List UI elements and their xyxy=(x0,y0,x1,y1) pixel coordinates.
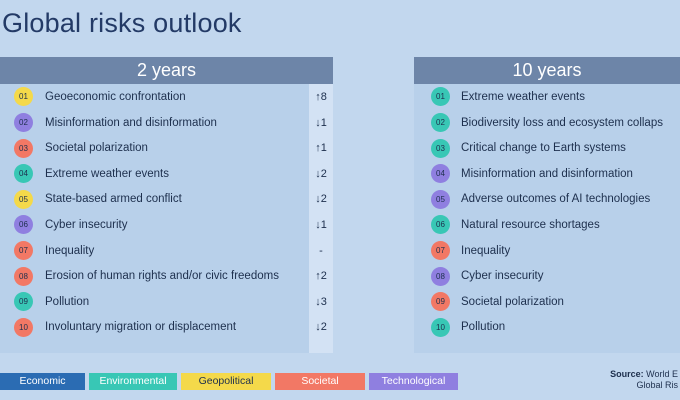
risk-row: 08 Erosion of human rights and/or civic f… xyxy=(0,263,333,289)
rank-badge: 07 xyxy=(431,241,450,261)
risk-label: Biodiversity loss and ecosystem collaps xyxy=(461,116,663,129)
risk-label: Inequality xyxy=(45,244,95,257)
risk-row: 06 Natural resource shortages xyxy=(414,212,680,238)
risk-label: Natural resource shortages xyxy=(461,218,600,231)
risk-row: 05 Adverse outcomes of AI technologies xyxy=(414,187,680,213)
legend-item: Economic xyxy=(0,373,85,390)
legend-item: Geopolitical xyxy=(181,373,271,390)
rank-change: ↑1 xyxy=(315,142,327,155)
ten-year-panel: 10 years 01 Extreme weather events 02 Biodi… xyxy=(414,57,680,353)
rank-change: - xyxy=(319,244,323,257)
risk-row: 08 Cyber insecurity xyxy=(414,263,680,289)
risk-row: 02 Biodiversity loss and ecosystem collap… xyxy=(414,110,680,136)
risk-row: 05 State-based armed conflict xyxy=(0,187,333,213)
page-title: Global risks outlook xyxy=(2,8,242,38)
risk-row: 10 Involuntary migration or displacement xyxy=(0,315,333,341)
risk-label: Cyber insecurity xyxy=(45,218,128,231)
risk-label: Extreme weather events xyxy=(45,167,170,180)
rank-badge: 03 xyxy=(431,138,450,158)
legend-item: Environmental xyxy=(89,373,177,390)
risk-row: 01 Extreme weather events xyxy=(414,84,680,110)
risk-row: 07 Inequality xyxy=(0,238,333,264)
risk-label: Pollution xyxy=(461,321,506,334)
two-year-panel: 2 years 01 Geoeconomic confrontation 02 Mis… xyxy=(0,57,333,353)
rank-badge: 09 xyxy=(14,292,33,312)
rank-badge: 06 xyxy=(14,215,33,235)
risk-label: Erosion of human rights and/or civic fre… xyxy=(45,270,279,283)
rank-badge: 04 xyxy=(14,164,33,184)
legend-item: Societal xyxy=(275,373,365,390)
risk-row: 02 Misinformation and disinformation xyxy=(0,110,333,136)
ten-year-header: 10 years xyxy=(414,57,680,84)
risk-row: 04 Misinformation and disinformation xyxy=(414,161,680,187)
risk-row: 01 Geoeconomic confrontation xyxy=(0,84,333,110)
risk-row: 10 Pollution xyxy=(414,315,680,341)
rank-badge: 09 xyxy=(431,292,450,312)
rank-badge: 10 xyxy=(431,317,450,337)
rank-badge: 08 xyxy=(431,266,450,286)
rank-badge: 05 xyxy=(14,189,33,209)
rank-badge: 06 xyxy=(431,215,450,235)
risk-row: 09 Pollution xyxy=(0,289,333,315)
two-year-header: 2 years xyxy=(0,57,333,84)
risk-label: Pollution xyxy=(45,295,90,308)
risk-row: 06 Cyber insecurity xyxy=(0,212,333,238)
risk-label: Adverse outcomes of AI technologies xyxy=(461,193,651,206)
risk-label: Societal polarization xyxy=(45,142,148,155)
source-label: Source: xyxy=(610,369,644,379)
rank-badge: 10 xyxy=(14,317,33,337)
risk-label: Critical change to Earth systems xyxy=(461,142,626,155)
risk-label: Misinformation and disinformation xyxy=(45,116,217,129)
rank-badge: 03 xyxy=(14,138,33,158)
rank-badge: 04 xyxy=(431,164,450,184)
risk-label: Geoeconomic confrontation xyxy=(45,90,186,103)
rank-change: ↓2 xyxy=(315,321,327,334)
rank-change: ↓1 xyxy=(315,218,327,231)
rank-change: ↑8 xyxy=(315,90,327,103)
risk-row: 03 Critical change to Earth systems xyxy=(414,135,680,161)
rank-badge: 02 xyxy=(431,113,450,133)
risk-label: Societal polarization xyxy=(461,295,564,308)
rank-badge: 07 xyxy=(14,241,33,261)
risk-label: Extreme weather events xyxy=(461,90,586,103)
rank-change: ↓3 xyxy=(315,295,327,308)
rank-change-column: ↑8 ↓1 ↑1 ↓2 ↓2 ↓1 - ↑2 ↓3 ↓2 xyxy=(309,84,333,353)
risk-label: Involuntary migration or displacement xyxy=(45,321,237,334)
rank-change: ↓1 xyxy=(315,116,327,129)
rank-change: ↓2 xyxy=(315,193,327,206)
legend-item: Technological xyxy=(369,373,458,390)
risk-label: Misinformation and disinformation xyxy=(461,167,633,180)
rank-badge: 01 xyxy=(14,87,33,107)
risk-row: 07 Inequality xyxy=(414,238,680,264)
rank-badge: 01 xyxy=(431,87,450,107)
risk-row: 04 Extreme weather events xyxy=(0,161,333,187)
source-note: Source: World E Global Ris xyxy=(610,369,678,391)
rank-badge: 08 xyxy=(14,266,33,286)
risk-row: 09 Societal polarization xyxy=(414,289,680,315)
risk-row: 03 Societal polarization xyxy=(0,135,333,161)
rank-badge: 05 xyxy=(431,189,450,209)
risk-label: Inequality xyxy=(461,244,511,257)
rank-badge: 02 xyxy=(14,113,33,133)
risk-label: State-based armed conflict xyxy=(45,193,182,206)
rank-change: ↑2 xyxy=(315,270,327,283)
source-line-1: World E xyxy=(646,369,678,379)
rank-change: ↓2 xyxy=(315,167,327,180)
source-line-2: Global Ris xyxy=(636,380,678,390)
risk-label: Cyber insecurity xyxy=(461,270,544,283)
